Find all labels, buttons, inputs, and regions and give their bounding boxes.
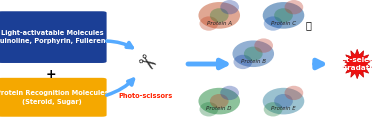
Ellipse shape [220, 0, 239, 14]
Ellipse shape [285, 0, 303, 14]
Ellipse shape [274, 94, 293, 108]
Ellipse shape [234, 55, 252, 69]
Text: Protein C: Protein C [271, 20, 296, 26]
Ellipse shape [210, 94, 229, 108]
Polygon shape [343, 49, 372, 79]
Text: ✂: ✂ [132, 50, 159, 78]
Text: Protein Recognition Molecules
(Steroid, Sugar): Protein Recognition Molecules (Steroid, … [0, 90, 108, 105]
Ellipse shape [285, 86, 303, 100]
Text: Protein D: Protein D [206, 106, 232, 111]
Ellipse shape [210, 8, 229, 23]
Text: Protein B: Protein B [241, 59, 266, 64]
Text: Protein E: Protein E [271, 106, 296, 111]
Ellipse shape [244, 47, 263, 61]
FancyBboxPatch shape [0, 78, 107, 117]
Ellipse shape [198, 88, 240, 114]
Ellipse shape [232, 40, 274, 67]
Text: 💡: 💡 [305, 21, 311, 31]
Ellipse shape [198, 2, 240, 29]
Ellipse shape [200, 16, 218, 31]
Ellipse shape [254, 38, 273, 53]
Ellipse shape [264, 102, 282, 116]
Text: Light-activatable Molecules
(Quinoline, Porphyrin, Fullerene): Light-activatable Molecules (Quinoline, … [0, 30, 113, 44]
Ellipse shape [263, 2, 304, 29]
Ellipse shape [263, 88, 304, 114]
Ellipse shape [264, 16, 282, 31]
FancyBboxPatch shape [0, 11, 107, 63]
Ellipse shape [220, 86, 239, 100]
Ellipse shape [274, 8, 293, 23]
Text: Target-selective
Degradation: Target-selective Degradation [324, 57, 378, 71]
Text: +: + [46, 68, 56, 81]
Ellipse shape [200, 102, 218, 116]
Text: Protein A: Protein A [207, 20, 232, 26]
Text: Photo-scissors: Photo-scissors [118, 93, 173, 99]
